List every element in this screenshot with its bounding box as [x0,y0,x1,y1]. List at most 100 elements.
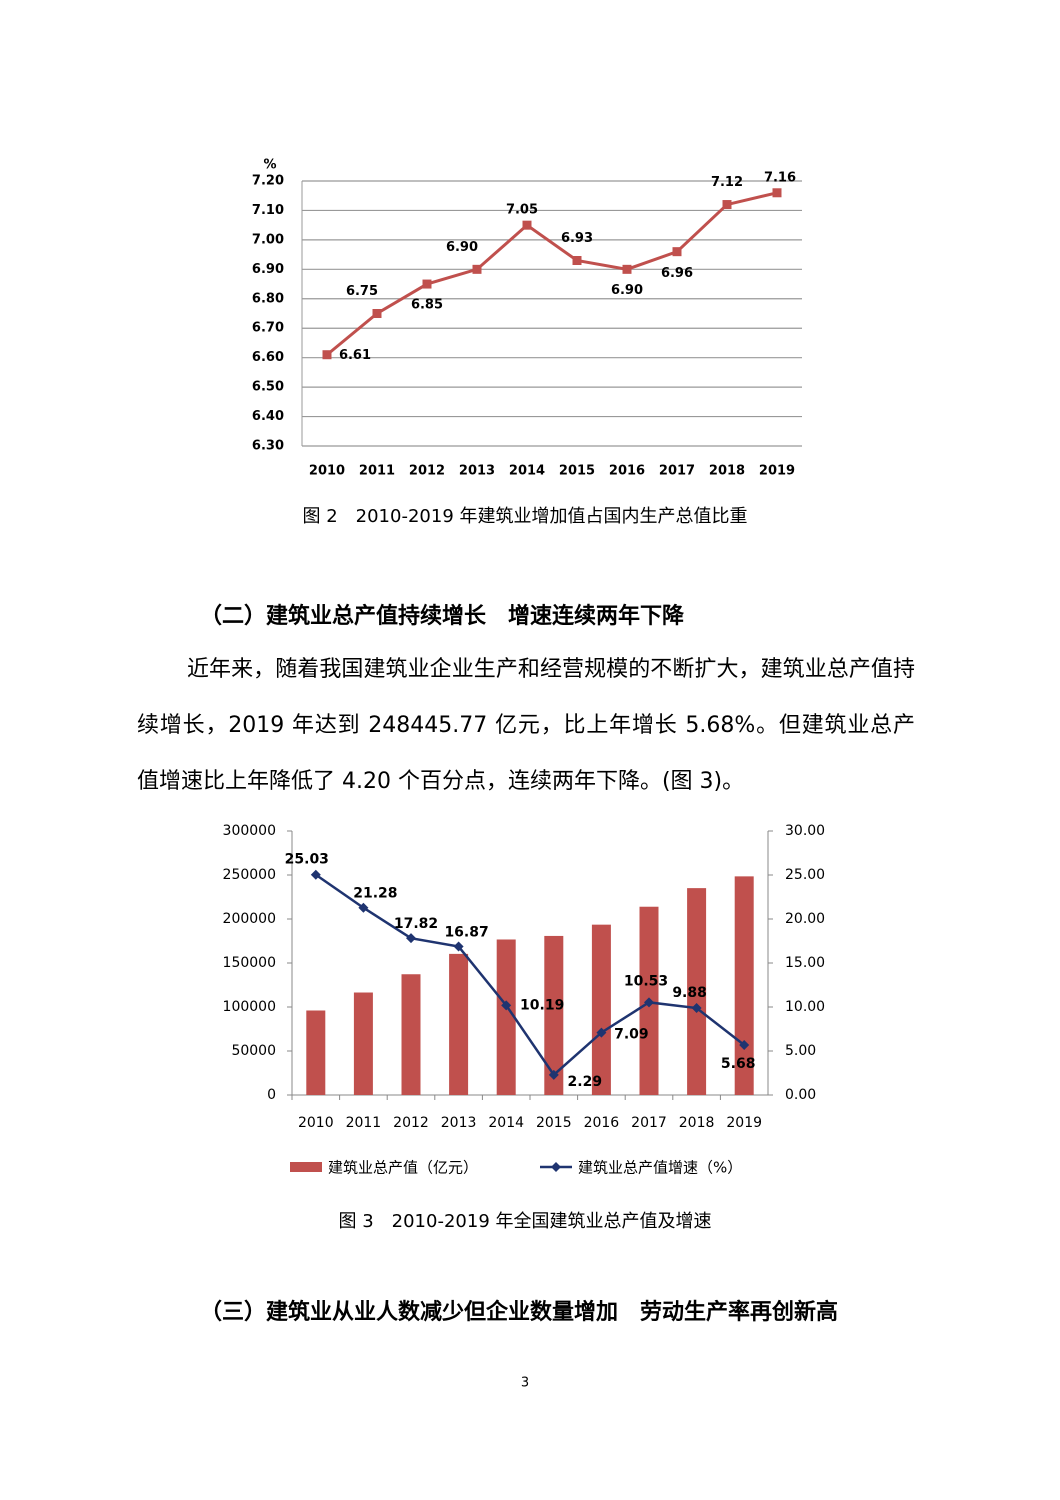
bar [401,974,421,1095]
y-tick-label: 6.90 [252,262,284,277]
marker [572,256,582,265]
x-tick-label: 2019 [759,464,795,479]
data-label: 6.85 [411,298,443,313]
data-label: 6.75 [346,284,378,299]
x-tick-label: 2017 [631,1115,667,1131]
y-tick-label: 300000 [223,823,276,839]
y-tick-label: 6.70 [252,321,284,336]
x-tick-label: 2011 [359,464,395,479]
bar [544,935,564,1095]
bar [687,888,707,1095]
marker [406,933,416,944]
y-tick-label: 7.20 [252,174,284,189]
y2-tick-label: 25.00 [785,867,825,883]
bar [353,992,373,1095]
y-tick-label: 250000 [223,867,276,883]
y2-tick-label: 10.00 [785,999,825,1015]
y2-tick-label: 0.00 [785,1087,816,1103]
y-axis-label: % [263,158,276,173]
marker [453,941,464,952]
page-number: 3 [521,1376,529,1391]
paragraph: 近年来，随着我国建筑业企业生产和经营规模的不断扩大，建筑业总产值持续增长，201… [137,657,915,794]
y-tick-label: 6.30 [252,439,284,454]
marker [739,1040,750,1051]
marker [691,1003,702,1014]
y-tick-label: 7.00 [252,232,284,247]
marker [501,1000,512,1011]
x-tick-label: 2012 [409,464,445,479]
data-label: 7.05 [506,203,538,218]
y-tick-label: 100000 [223,999,276,1015]
y-tick-label: 200000 [223,911,276,927]
marker [622,264,632,274]
marker [358,902,369,913]
section-heading: （二）建筑业总产值持续增长 增速连续两年下降 [200,604,685,629]
bar [496,939,516,1095]
marker [722,200,732,210]
data-label: 10.53 [624,973,668,989]
y-tick-label: 6.80 [252,291,284,306]
y-tick-label: 0 [267,1087,276,1103]
data-label: 5.68 [721,1056,756,1072]
line [315,873,745,1077]
marker [422,279,432,289]
figure-caption: 图 3 2010-2019 年全国建筑业总产值及增速 [338,1211,711,1232]
data-label: 16.87 [444,925,488,941]
marker [548,1069,559,1080]
data-label: 6.90 [446,240,478,255]
marker [472,264,482,274]
marker [522,220,532,230]
x-tick-label: 2018 [679,1115,715,1131]
y-tick-label: 50000 [231,1043,276,1059]
x-tick-label: 2019 [726,1115,762,1131]
x-tick-label: 2018 [709,464,745,479]
marker [772,188,782,198]
x-tick-label: 2016 [584,1115,620,1131]
y-tick-label: 6.60 [252,350,284,365]
data-label: 17.82 [394,916,438,932]
data-label: 9.88 [672,985,707,1001]
marker [672,247,682,257]
x-tick-label: 2014 [509,464,545,479]
bar [591,924,611,1095]
section-heading: （三）建筑业从业人数减少但企业数量增加 劳动生产率再创新高 [200,1300,839,1325]
y-tick-label: 150000 [223,955,276,971]
y-tick-label: 6.40 [252,409,284,424]
x-tick-label: 2015 [559,464,595,479]
data-label: 7.16 [764,170,796,185]
legend-label: 建筑业总产值（亿元） [328,1159,478,1177]
marker [372,309,382,318]
bar [306,1010,326,1095]
marker [310,869,321,880]
data-label: 6.96 [661,266,693,281]
x-tick-label: 2013 [459,464,495,479]
figure-caption: 图 2 2010-2019 年建筑业增加值占国内生产总值比重 [302,506,747,527]
x-tick-label: 2016 [609,464,645,479]
data-label: 6.90 [611,283,643,298]
legend-swatch [290,1162,322,1172]
y2-tick-label: 15.00 [785,955,825,971]
y2-tick-label: 5.00 [785,1043,816,1059]
legend-label: 建筑业总产值增速（%） [578,1159,742,1177]
x-tick-label: 2013 [441,1115,477,1131]
data-label: 2.29 [568,1074,603,1090]
x-tick-label: 2015 [536,1115,572,1131]
data-label: 6.93 [561,231,593,246]
legend-swatch [551,1162,561,1172]
bar [449,953,469,1095]
x-tick-label: 2012 [393,1115,429,1131]
marker [596,1027,607,1038]
data-label: 7.09 [614,1027,649,1043]
x-tick-label: 2010 [298,1115,334,1131]
marker [644,997,654,1008]
y-tick-label: 7.10 [252,203,284,218]
y-tick-label: 6.50 [252,380,284,395]
data-label: 10.19 [520,997,564,1013]
marker [322,350,332,360]
x-tick-label: 2014 [488,1115,524,1131]
data-label: 7.12 [711,175,743,190]
y2-tick-label: 30.00 [785,823,825,839]
y2-tick-label: 20.00 [785,911,825,927]
